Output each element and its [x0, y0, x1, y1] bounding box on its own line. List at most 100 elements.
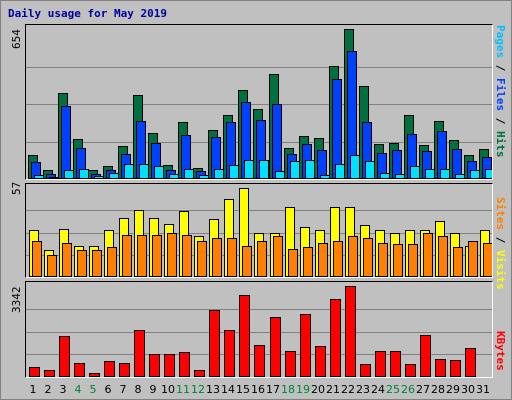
x-tick-label: 5: [89, 383, 97, 396]
visits-sites-sites-bar: [378, 243, 388, 277]
x-tick-label: 24: [371, 383, 385, 396]
x-axis: 1 2 3 4 5 6 7 8 9 10 11 12 13 14 15 16 17 18 19 20 21 22 23 24 2…: [25, 381, 491, 397]
hits-files-pages-pages-bar: [184, 169, 194, 179]
x-tick-label: 16: [251, 383, 265, 396]
visits-sites-sites-bar: [152, 235, 162, 277]
hits-files-pages-pages-bar: [34, 175, 44, 179]
kbytes-kbytes-bar: [285, 351, 296, 377]
x-tick-label: 12: [191, 383, 205, 396]
visits-sites-sites-bar: [137, 235, 147, 277]
kbytes-kbytes-bar: [119, 363, 130, 377]
kbytes-plot: [26, 286, 492, 377]
hits-files-pages-legend-part: /: [494, 111, 507, 131]
kbytes-kbytes-bar: [209, 310, 220, 377]
x-tick-label: 19: [296, 383, 310, 396]
hits-files-pages-pages-bar: [350, 155, 360, 179]
x-tick-label: 4: [74, 383, 82, 396]
visits-sites-sites-bar: [92, 250, 102, 277]
visits-sites-sites-bar: [62, 243, 72, 277]
hits-files-pages-pages-bar: [79, 169, 89, 179]
kbytes-kbytes-bar: [194, 370, 205, 377]
hits-files-pages-pages-bar: [124, 164, 134, 179]
visits-sites-sites-bar: [32, 241, 42, 277]
hits-files-pages-plot: [26, 29, 492, 179]
hits-files-pages-files-bar: [332, 79, 342, 179]
hits-files-pages-pages-bar: [259, 160, 269, 179]
visits-sites-sites-bar: [212, 238, 222, 277]
visits-sites-sites-bar: [423, 233, 433, 277]
hits-files-pages-pages-bar: [320, 175, 330, 179]
hits-files-pages-legend-part: Pages: [494, 25, 507, 59]
hits-files-pages-pages-bar: [365, 161, 375, 179]
visits-sites-sites-bar: [107, 247, 117, 277]
kbytes-kbytes-bar: [149, 354, 160, 377]
visits-sites-sites-bar: [288, 249, 298, 277]
x-tick-label: 30: [461, 383, 475, 396]
visits-sites-sites-bar: [438, 236, 448, 277]
kbytes-kbytes-bar: [74, 363, 85, 377]
kbytes-kbytes-bar: [179, 352, 190, 377]
visits-sites-sites-bar: [318, 243, 328, 277]
hits-files-pages-legend-part: /: [494, 58, 507, 78]
x-tick-label: 21: [326, 383, 340, 396]
visits-sites-sites-bar: [303, 247, 313, 277]
hits-files-pages-files-bar: [272, 104, 282, 179]
visits-sites-sites-bar: [348, 236, 358, 277]
kbytes-panel: [25, 281, 493, 378]
visits-sites-sites-bar: [122, 235, 132, 277]
hits-files-pages-legend-part: Hits: [494, 131, 507, 158]
hits-files-pages-pages-bar: [425, 169, 435, 179]
hits-files-pages-pages-bar: [199, 175, 209, 179]
kbytes-kbytes-bar: [254, 345, 265, 377]
visits-sites-sites-bar: [257, 241, 267, 277]
x-tick-label: 6: [104, 383, 112, 396]
hits-files-pages-legend-part: Files: [494, 78, 507, 112]
x-tick-label: 17: [266, 383, 280, 396]
hits-files-pages-pages-bar: [214, 169, 224, 179]
kbytes-kbytes-bar: [315, 346, 326, 377]
hits-files-pages-pages-bar: [244, 160, 254, 179]
chart-title: Daily usage for May 2019: [8, 7, 167, 20]
visits-sites-sites-bar: [483, 243, 492, 277]
visits-sites-legend-part: Sites: [494, 197, 507, 231]
visits-sites-sites-bar: [273, 236, 283, 277]
x-tick-label: 14: [221, 383, 235, 396]
hits-files-pages-pages-bar: [485, 169, 492, 179]
hits-files-pages-files-bar: [317, 150, 327, 179]
hits-files-pages-pages-bar: [290, 161, 300, 179]
visits-sites-sites-bar: [408, 244, 418, 277]
x-tick-label: 25: [386, 383, 400, 396]
visits-sites-sites-bar: [167, 233, 177, 277]
x-tick-label: 31: [476, 383, 490, 396]
kbytes-kbytes-bar: [390, 351, 401, 377]
x-tick-label: 23: [356, 383, 370, 396]
x-tick-label: 7: [119, 383, 127, 396]
visits-sites-legend-part: Visits: [494, 250, 507, 290]
kbytes-kbytes-bar: [104, 361, 115, 377]
hits-files-pages-pages-bar: [275, 171, 285, 179]
hits-files-pages-pages-bar: [94, 176, 104, 179]
kbytes-kbytes-bar: [345, 286, 356, 377]
visits-sites-sites-bar: [182, 235, 192, 277]
visits-sites-sites-bar: [333, 241, 343, 277]
x-tick-label: 8: [134, 383, 142, 396]
x-tick-label: 27: [416, 383, 430, 396]
hits-files-pages-pages-bar: [305, 160, 315, 179]
x-tick-label: 22: [341, 383, 355, 396]
kbytes-legend: KBytes: [494, 331, 507, 371]
kbytes-kbytes-bar: [375, 351, 386, 377]
visits-sites-sites-bar: [363, 238, 373, 277]
kbytes-kbytes-bar: [44, 370, 55, 377]
hits-files-pages-pages-bar: [335, 164, 345, 179]
hits-files-pages-pages-bar: [470, 170, 480, 179]
kbytes-kbytes-bar: [360, 364, 371, 377]
visits-sites-panel: [25, 183, 493, 278]
kbytes-kbytes-bar: [330, 299, 341, 377]
x-tick-label: 29: [446, 383, 460, 396]
visits-sites-sites-bar: [77, 250, 87, 277]
kbytes-legend-part: KBytes: [494, 331, 507, 371]
visits-sites-sites-bar: [242, 246, 252, 277]
kbytes-kbytes-bar: [405, 364, 416, 377]
hits-files-pages-pages-bar: [380, 173, 390, 179]
